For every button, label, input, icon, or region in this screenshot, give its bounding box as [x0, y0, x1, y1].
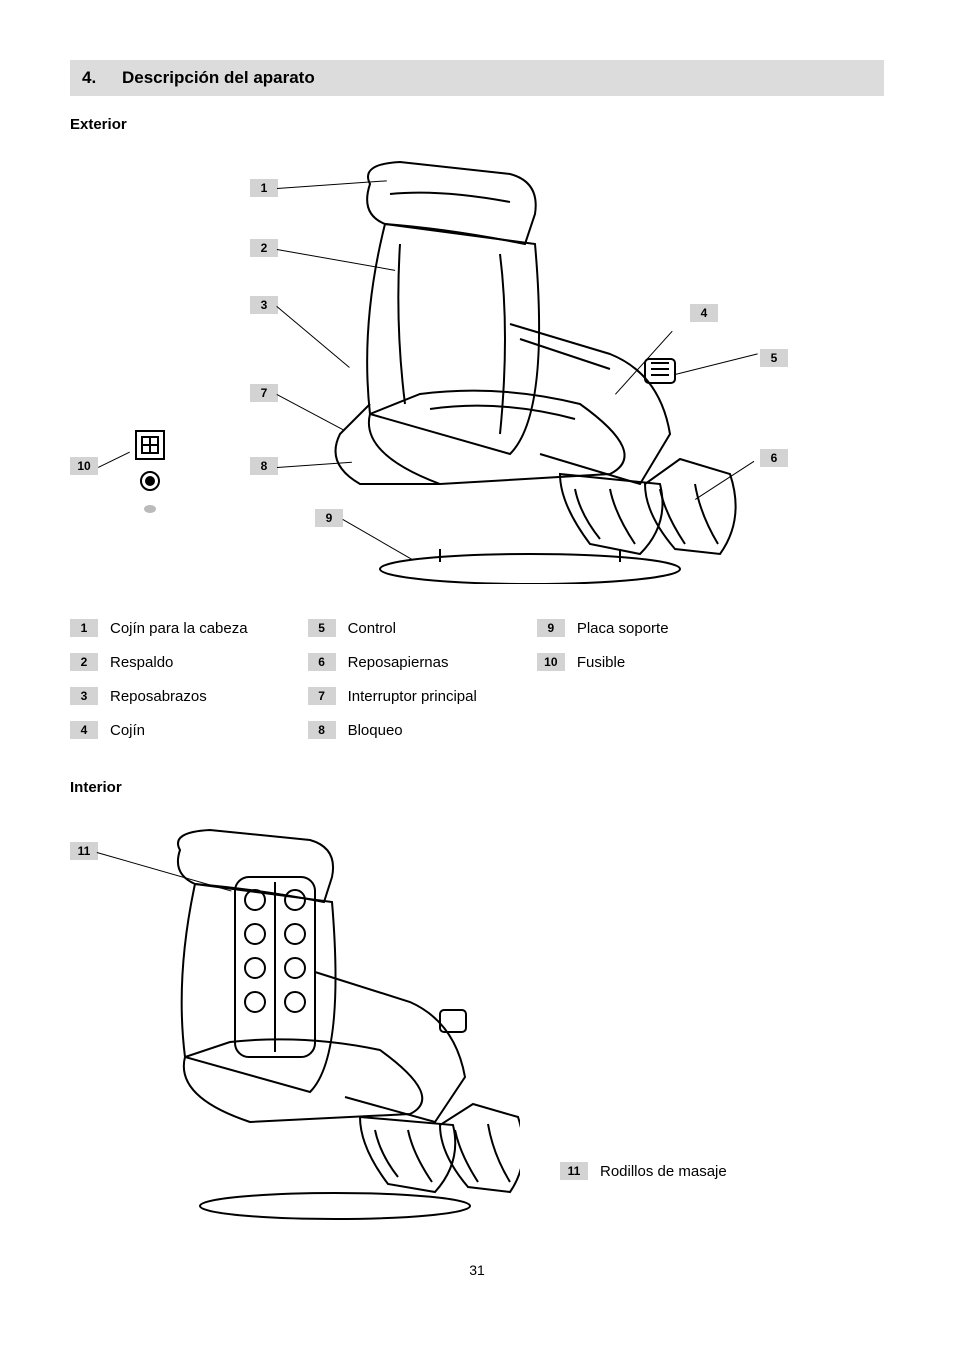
legend-label: Cojín para la cabeza	[110, 620, 248, 637]
legend-column: 5 Control 6 Reposapiernas 7 Interruptor pri…	[308, 619, 477, 739]
legend-number: 2	[70, 653, 98, 671]
callout-box: 4	[690, 304, 718, 322]
legend-label: Interruptor principal	[348, 688, 477, 705]
interior-diagram: 11 11 Rodillos de masaje	[70, 812, 884, 1232]
exterior-heading: Exterior	[70, 116, 884, 133]
page-number: 31	[70, 1262, 884, 1278]
legend-item: 5 Control	[308, 619, 477, 637]
legend-item: 4 Cojín	[70, 721, 248, 739]
legend-item: 2 Respaldo	[70, 653, 248, 671]
callout-box: 11	[70, 842, 98, 860]
fuse-panel-illustration	[130, 429, 170, 519]
leader-line	[98, 452, 130, 468]
legend-number: 11	[560, 1162, 588, 1180]
legend-label: Reposapiernas	[348, 654, 449, 671]
legend-item: 6 Reposapiernas	[308, 653, 477, 671]
exterior-legend: 1 Cojín para la cabeza 2 Respaldo 3 Reposab…	[70, 619, 884, 739]
legend-label: Bloqueo	[348, 722, 403, 739]
legend-label: Cojín	[110, 722, 145, 739]
legend-label: Rodillos de masaje	[600, 1163, 727, 1180]
callout-box: 8	[250, 457, 278, 475]
legend-item: 10 Fusible	[537, 653, 669, 671]
legend-item: 9 Placa soporte	[537, 619, 669, 637]
legend-column: 9 Placa soporte 10 Fusible	[537, 619, 669, 739]
legend-label: Respaldo	[110, 654, 173, 671]
callout-box: 6	[760, 449, 788, 467]
interior-heading: Interior	[70, 779, 884, 796]
legend-item: 7 Interruptor principal	[308, 687, 477, 705]
legend-number: 5	[308, 619, 336, 637]
legend-label: Placa soporte	[577, 620, 669, 637]
callout-box: 9	[315, 509, 343, 527]
legend-label: Fusible	[577, 654, 625, 671]
legend-number: 9	[537, 619, 565, 637]
section-header: 4. Descripción del aparato	[70, 60, 884, 96]
callout-box: 1	[250, 179, 278, 197]
legend-number: 6	[308, 653, 336, 671]
manual-page: 4. Descripción del aparato Exterior	[0, 0, 954, 1318]
legend-number: 8	[308, 721, 336, 739]
legend-item: 11 Rodillos de masaje	[560, 1162, 727, 1180]
legend-label: Reposabrazos	[110, 688, 207, 705]
callout-box: 2	[250, 239, 278, 257]
section-number: 4.	[82, 68, 122, 88]
legend-number: 10	[537, 653, 565, 671]
callout-box: 5	[760, 349, 788, 367]
legend-label: Control	[348, 620, 396, 637]
legend-number: 3	[70, 687, 98, 705]
legend-number: 4	[70, 721, 98, 739]
section-title: Descripción del aparato	[122, 68, 315, 88]
legend-column: 1 Cojín para la cabeza 2 Respaldo 3 Reposab…	[70, 619, 248, 739]
legend-item: 3 Reposabrazos	[70, 687, 248, 705]
exterior-diagram: 1 2 3 4 5 6 7 8 9 10	[70, 149, 884, 589]
callout-box: 3	[250, 296, 278, 314]
legend-item: 8 Bloqueo	[308, 721, 477, 739]
legend-item: 1 Cojín para la cabeza	[70, 619, 248, 637]
chair-interior-illustration	[120, 822, 520, 1222]
legend-number: 7	[308, 687, 336, 705]
callout-box: 7	[250, 384, 278, 402]
callout-box: 10	[70, 457, 98, 475]
legend-number: 1	[70, 619, 98, 637]
